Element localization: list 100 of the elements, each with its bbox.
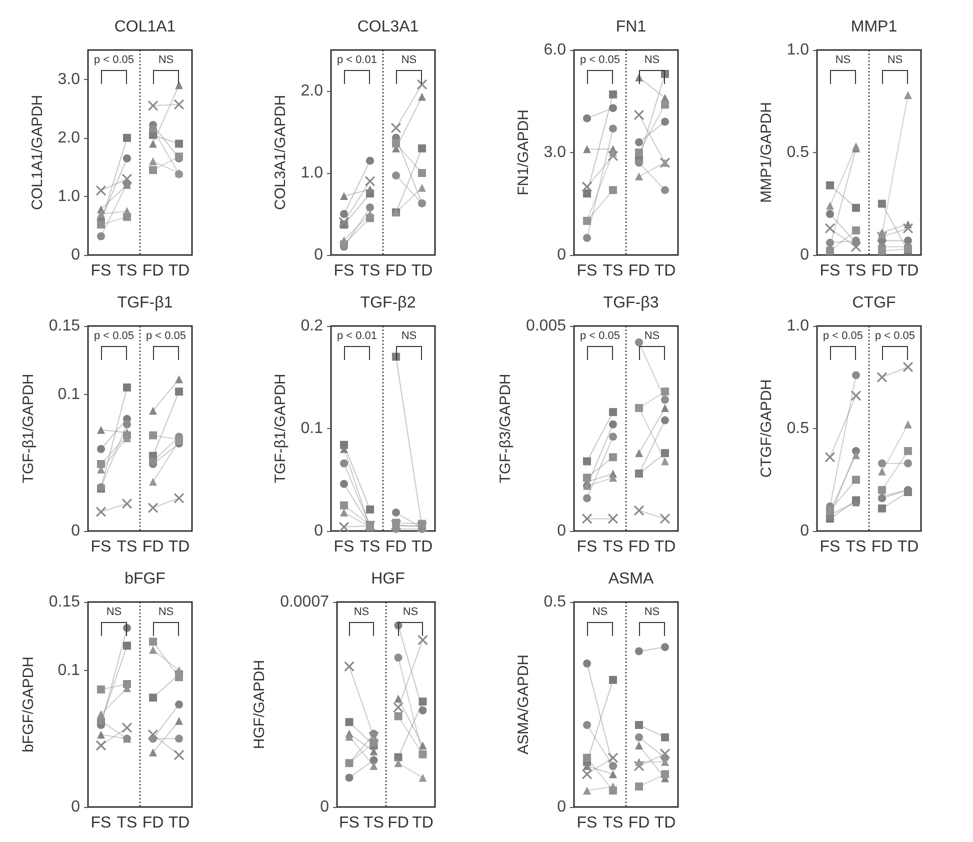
y-axis-title: TGF-β1/GAPDH [20,374,37,484]
annotation: NS [644,54,660,66]
chart-title: bFGF [124,570,166,588]
x-tick-label: TD [168,538,190,556]
chart-title: CTGF [852,294,896,312]
y-tick-label: 0 [557,798,566,816]
y-tick-label: 2.0 [300,82,324,100]
chart-title: FN1 [616,18,646,36]
x-tick-label: FD [142,262,164,280]
annotation: p < 0.05 [94,330,134,342]
chart-title: TGF-β2 [360,294,416,312]
chart-title: COL1A1 [114,18,176,36]
annotation: NS [592,606,608,618]
x-tick-label: FD [871,262,893,280]
chart-title: COL3A1 [357,18,419,36]
y-tick-label: 0 [800,522,810,540]
annotation: NS [644,330,660,342]
y-axis-title: TGF-β1/GAPDH [272,374,289,484]
y-tick-label: 0 [71,798,80,816]
x-tick-label: FD [142,538,164,556]
x-tick-label: FS [339,814,360,832]
y-axis-title: HGF/GAPDH [251,660,268,750]
chart-title: ASMA [608,570,654,588]
x-tick-label: TS [360,538,380,556]
annotation: NS [887,54,903,66]
x-tick-label: FS [334,262,354,280]
y-tick-label: 2.0 [58,129,80,146]
y-axis-title: FN1/GAPDH [515,110,532,196]
y-tick-label: 0 [557,522,566,540]
x-tick-label: FD [628,538,650,556]
annotation: p < 0.01 [336,54,378,66]
y-axis-title: bFGF/GAPDH [20,656,37,752]
x-tick-label: FD [385,538,407,556]
annotation: NS [401,54,417,66]
y-tick-label: 0 [71,522,80,540]
chart-title: TGF-β3 [603,294,659,312]
x-tick-label: TD [411,262,433,280]
x-tick-label: TD [412,814,434,832]
chart-title: HGF [371,570,406,588]
y-tick-label: 3.0 [58,70,80,88]
annotation: NS [835,54,851,66]
x-tick-label: FS [576,538,598,556]
y-tick-label: 0.2 [300,318,324,334]
x-tick-label: FS [90,262,112,280]
y-axis-title: ASMA/GAPDH [515,654,532,755]
x-tick-label: TS [846,262,866,280]
y-tick-label: 0.1 [300,420,324,437]
y-tick-label: 0.5 [544,594,566,610]
y-tick-label: 0 [800,246,810,264]
x-tick-label: FS [820,262,840,280]
annotation: NS [402,606,418,618]
annotation: NS [158,606,174,618]
x-tick-label: TD [897,262,919,280]
y-tick-label: 0 [320,798,330,816]
y-tick-label: 0.15 [48,594,80,610]
chart-title: MMP1 [850,18,898,36]
x-tick-label: FD [871,538,893,556]
x-tick-label: FS [576,262,598,280]
y-tick-label: 3.0 [544,144,566,161]
annotation: p < 0.01 [336,330,378,342]
x-tick-label: FS [820,538,840,556]
annotation: p < 0.05 [146,330,186,342]
y-tick-label: 1.0 [786,42,810,58]
y-tick-label: 0 [557,246,566,264]
x-tick-label: TS [602,262,624,280]
x-tick-label: TS [846,538,866,556]
y-tick-label: 0.5 [786,144,810,161]
x-tick-label: FS [334,538,354,556]
y-tick-label: 0.15 [48,318,80,334]
y-axis-title: TGF-β3/GAPDH [497,374,514,484]
annotation: p < 0.05 [94,54,134,66]
x-tick-label: FD [628,262,650,280]
x-tick-label: TS [116,262,138,280]
x-tick-label: FD [142,814,164,832]
y-tick-label: 1.0 [300,164,324,182]
x-tick-label: TS [116,814,138,832]
x-tick-label: FD [388,814,409,832]
y-tick-label: 0.1 [58,386,80,403]
annotation: p < 0.05 [874,330,916,342]
y-tick-label: 0.1 [58,662,80,679]
y-axis-title: CTGF/GAPDH [758,379,775,478]
annotation: NS [158,54,174,66]
x-tick-label: TD [654,262,676,280]
x-tick-label: FS [90,538,112,556]
y-tick-label: 0.0007 [280,594,330,610]
annotation: p < 0.05 [822,330,864,342]
y-axis-title: MMP1/GAPDH [758,102,775,203]
y-tick-label: 0 [314,246,324,264]
x-tick-label: TS [360,262,380,280]
x-tick-label: TS [602,814,624,832]
annotation: NS [401,330,417,342]
annotation: p < 0.05 [580,54,620,66]
y-axis-title: COL3A1/GAPDH [272,94,289,210]
y-tick-label: 6.0 [544,42,566,58]
x-tick-label: TD [168,814,190,832]
y-tick-label: 0 [71,246,80,264]
y-tick-label: 0 [314,522,324,540]
x-tick-label: TD [411,538,433,556]
x-tick-label: FS [576,814,598,832]
annotation: NS [106,606,122,618]
